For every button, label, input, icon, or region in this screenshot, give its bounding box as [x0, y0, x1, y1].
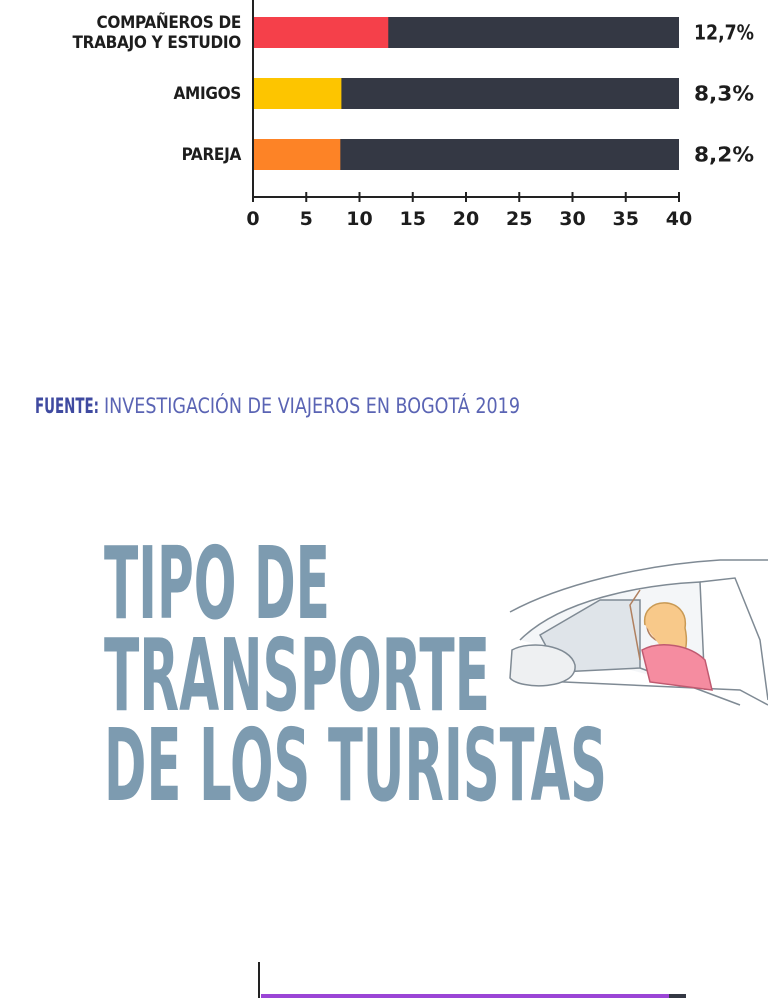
value-label: 12,7% [694, 21, 754, 45]
value-label: 8,3% [694, 82, 754, 106]
source-text: INVESTIGACIÓN DE VIAJEROS EN BOGOTÁ 2019 [104, 393, 520, 418]
bar [253, 139, 340, 170]
heading-line: DE LOS TURISTAS [104, 707, 607, 824]
x-tick-label: 15 [400, 208, 426, 230]
bar [253, 78, 341, 109]
next-chart-bar [261, 994, 669, 998]
x-tick-label: 0 [246, 208, 259, 230]
category-label: COMPAÑEROS DE TRABAJO Y ESTUDIO [41, 13, 241, 53]
x-tick-label: 30 [559, 208, 585, 230]
x-tick-label: 20 [453, 208, 479, 230]
value-label: 8,2% [694, 143, 754, 167]
page: 12,7% 8,3% 8,2% 0 5 10 15 20 25 30 35 40 FUENTE:INVE… [0, 0, 768, 998]
x-tick-label: 5 [300, 208, 313, 230]
source-label: FUENTE: [35, 394, 99, 418]
x-tick-label: 40 [666, 208, 692, 230]
category-label: PAREJA [41, 145, 241, 165]
x-tick-label: 25 [506, 208, 532, 230]
x-tick-label: 35 [613, 208, 639, 230]
bar [253, 17, 388, 48]
next-chart-track [669, 994, 686, 998]
car-illustration [510, 560, 768, 705]
category-label: AMIGOS [41, 84, 241, 104]
x-tick-label: 10 [346, 208, 372, 230]
